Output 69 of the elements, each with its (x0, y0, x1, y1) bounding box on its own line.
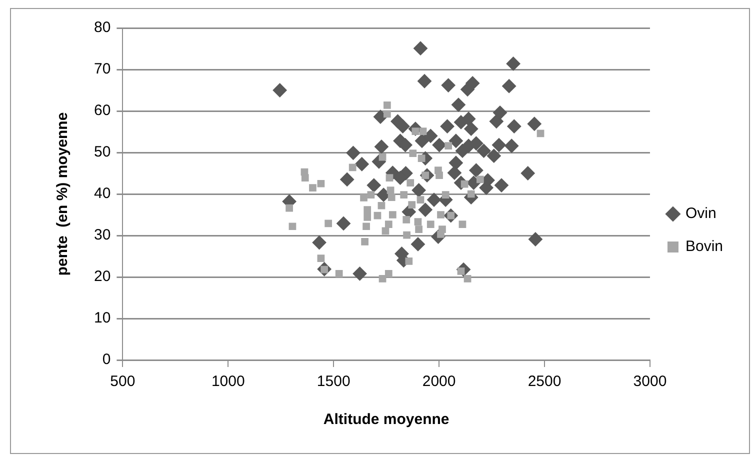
point (437, 211, 444, 218)
x-tick-label: 500 (110, 373, 136, 390)
point (378, 153, 386, 161)
point (374, 212, 382, 220)
x-tick-label: 3000 (633, 373, 667, 390)
legend-label: Bovin (685, 238, 724, 256)
point (386, 174, 394, 182)
x-axis-title: Altitude moyenne (323, 411, 450, 428)
x-tick-label: 2000 (422, 373, 456, 390)
point (383, 102, 391, 109)
point (416, 196, 424, 204)
point (414, 218, 422, 226)
y-tick-label: 60 (94, 102, 111, 120)
point (409, 150, 417, 158)
point (364, 206, 372, 214)
point (335, 270, 343, 278)
y-tick-label: 20 (94, 268, 111, 286)
legend-label: Ovin (685, 205, 716, 222)
y-tick-label: 80 (94, 19, 111, 36)
point (361, 238, 368, 246)
point (419, 128, 427, 136)
point (444, 142, 452, 150)
point (317, 254, 325, 262)
point (442, 191, 450, 199)
y-tick-label: 10 (94, 310, 111, 327)
point (388, 194, 396, 201)
point (288, 222, 296, 230)
x-tick-label: 2500 (528, 373, 562, 390)
point (378, 202, 386, 210)
point (362, 222, 370, 230)
point (309, 184, 316, 192)
point (400, 191, 408, 199)
point (386, 186, 394, 194)
point (384, 220, 392, 228)
point (348, 164, 356, 172)
point (383, 110, 391, 118)
point (418, 154, 426, 162)
point (402, 216, 410, 224)
x-tick-label: 1500 (316, 373, 350, 390)
point (324, 220, 332, 228)
point (378, 274, 386, 282)
point (476, 176, 484, 184)
point (415, 226, 422, 233)
y-tick-label: 40 (94, 185, 111, 202)
point (388, 211, 396, 218)
point (438, 226, 446, 233)
point (408, 201, 416, 208)
point (536, 130, 544, 138)
point (436, 172, 443, 180)
point (426, 220, 434, 228)
y-tick-label: 70 (94, 60, 111, 78)
point (367, 191, 375, 199)
point (464, 274, 472, 282)
point (286, 204, 293, 212)
point (360, 194, 368, 202)
point (384, 270, 392, 278)
point (364, 214, 372, 221)
point (458, 220, 466, 228)
y-axis-title: pente (en %) moyenne (54, 112, 72, 276)
point (403, 231, 410, 239)
point (406, 179, 414, 186)
point (460, 180, 468, 188)
point (301, 174, 309, 182)
point (405, 258, 413, 265)
y-tick-label: 30 (94, 226, 111, 244)
y-tick-label: 50 (94, 144, 111, 161)
point (317, 180, 325, 188)
x-tick-label: 1000 (211, 373, 245, 390)
y-tick-label: 0 (102, 351, 111, 368)
